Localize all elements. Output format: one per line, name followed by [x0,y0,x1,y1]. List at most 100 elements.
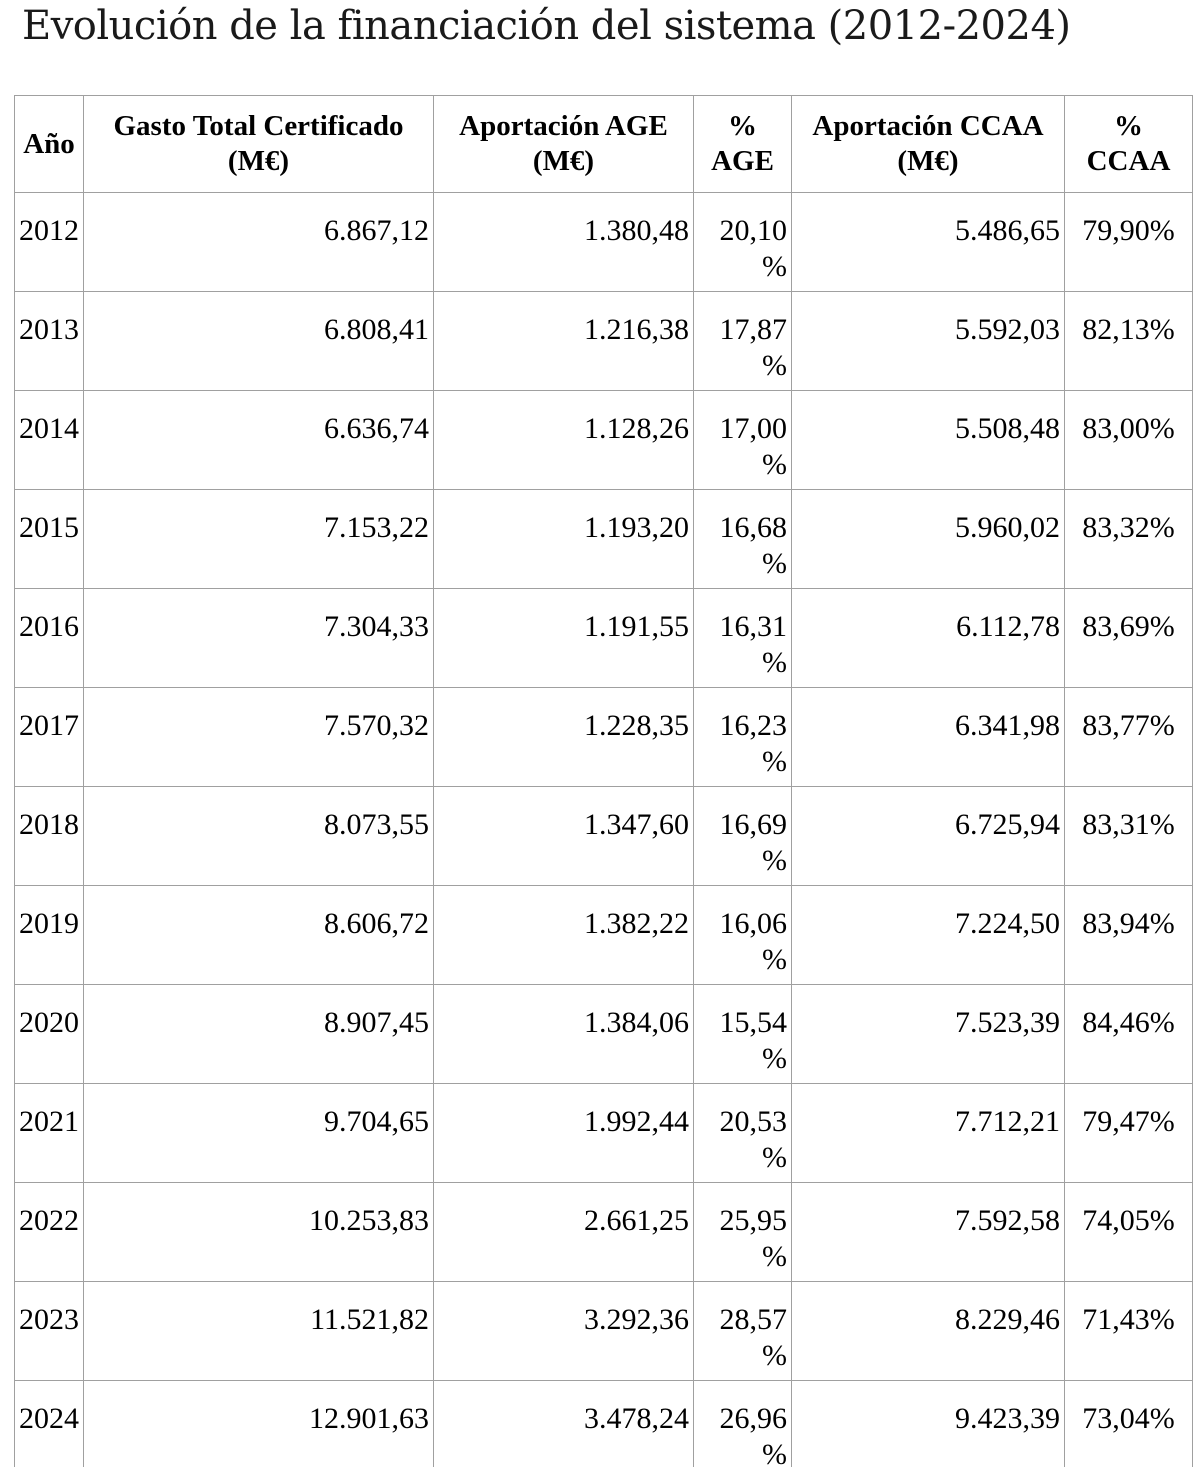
column-header-gasto: Gasto Total Certificado (M€) [83,95,434,193]
cell-year: 2021 [14,1083,84,1183]
cell-gasto: 7.570,32 [83,687,434,787]
cell-ccaa: 7.523,39 [791,984,1065,1084]
cell-ccaa_pct: 84,46% [1064,984,1193,1084]
cell-age: 1.191,55 [433,588,694,688]
cell-ccaa: 6.725,94 [791,786,1065,886]
table-row: 2018 8.073,55 1.347,60 16,69 % 6.725,94 83,31… [14,786,1193,886]
table-row: 2012 6.867,12 1.380,48 20,10 % 5.486,65 79,90… [14,192,1193,292]
table-row: 2022 10.253,83 2.661,25 25,95 % 7.592,58 74,0… [14,1182,1193,1282]
header-row: Año Gasto Total Certificado (M€) Aportació… [14,95,1193,193]
cell-age_pct: 20,10 % [693,192,792,292]
cell-gasto: 8.073,55 [83,786,434,886]
table-row: 2014 6.636,74 1.128,26 17,00 % 5.508,48 83,00… [14,390,1193,490]
cell-gasto: 8.606,72 [83,885,434,985]
cell-year: 2024 [14,1380,84,1467]
cell-ccaa: 5.486,65 [791,192,1065,292]
cell-age_pct: 28,57 % [693,1281,792,1381]
cell-year: 2015 [14,489,84,589]
cell-ccaa: 7.712,21 [791,1083,1065,1183]
cell-age: 1.216,38 [433,291,694,391]
cell-year: 2019 [14,885,84,985]
cell-age_pct: 17,00 % [693,390,792,490]
cell-ccaa: 6.112,78 [791,588,1065,688]
cell-year: 2012 [14,192,84,292]
cell-ccaa: 7.592,58 [791,1182,1065,1282]
cell-age: 1.382,22 [433,885,694,985]
cell-ccaa_pct: 83,94% [1064,885,1193,985]
cell-gasto: 6.867,12 [83,192,434,292]
cell-ccaa: 8.229,46 [791,1281,1065,1381]
cell-age_pct: 20,53 % [693,1083,792,1183]
cell-age_pct: 16,23 % [693,687,792,787]
table-row: 2016 7.304,33 1.191,55 16,31 % 6.112,78 83,69… [14,588,1193,688]
cell-gasto: 7.153,22 [83,489,434,589]
cell-age_pct: 16,69 % [693,786,792,886]
cell-age: 1.380,48 [433,192,694,292]
cell-age_pct: 16,06 % [693,885,792,985]
cell-ccaa_pct: 74,05% [1064,1182,1193,1282]
cell-ccaa_pct: 83,00% [1064,390,1193,490]
cell-age: 1.384,06 [433,984,694,1084]
cell-year: 2013 [14,291,84,391]
cell-year: 2016 [14,588,84,688]
cell-age: 3.292,36 [433,1281,694,1381]
cell-age_pct: 15,54 % [693,984,792,1084]
cell-year: 2022 [14,1182,84,1282]
cell-gasto: 6.808,41 [83,291,434,391]
cell-ccaa_pct: 79,47% [1064,1083,1193,1183]
table-row: 2021 9.704,65 1.992,44 20,53 % 7.712,21 79,47… [14,1083,1193,1183]
cell-ccaa_pct: 82,13% [1064,291,1193,391]
cell-year: 2018 [14,786,84,886]
cell-ccaa: 5.508,48 [791,390,1065,490]
cell-ccaa: 6.341,98 [791,687,1065,787]
column-header-age_pct: % AGE [693,95,792,193]
cell-gasto: 7.304,33 [83,588,434,688]
cell-year: 2023 [14,1281,84,1381]
cell-age: 1.193,20 [433,489,694,589]
cell-ccaa_pct: 83,69% [1064,588,1193,688]
cell-age_pct: 25,95 % [693,1182,792,1282]
cell-age_pct: 26,96 % [693,1380,792,1467]
table-row: 2015 7.153,22 1.193,20 16,68 % 5.960,02 83,32… [14,489,1193,589]
table-body: 2012 6.867,12 1.380,48 20,10 % 5.486,65 79,90… [14,192,1193,1467]
cell-age_pct: 17,87 % [693,291,792,391]
cell-age: 1.228,35 [433,687,694,787]
column-header-age: Aportación AGE (M€) [433,95,694,193]
cell-ccaa_pct: 83,31% [1064,786,1193,886]
cell-ccaa: 5.592,03 [791,291,1065,391]
table-row: 2017 7.570,32 1.228,35 16,23 % 6.341,98 83,77… [14,687,1193,787]
cell-age: 1.128,26 [433,390,694,490]
cell-ccaa_pct: 83,32% [1064,489,1193,589]
column-header-ccaa_pct: % CCAA [1064,95,1193,193]
table-row: 2013 6.808,41 1.216,38 17,87 % 5.592,03 82,13… [14,291,1193,391]
column-header-year: Año [14,95,84,193]
table-row: 2023 11.521,82 3.292,36 28,57 % 8.229,46 71,4… [14,1281,1193,1381]
cell-gasto: 12.901,63 [83,1380,434,1467]
cell-year: 2020 [14,984,84,1084]
table-row: 2024 12.901,63 3.478,24 26,96 % 9.423,39 73,0… [14,1380,1193,1467]
cell-year: 2014 [14,390,84,490]
financing-table: Año Gasto Total Certificado (M€) Aportació… [14,95,1193,1467]
cell-age_pct: 16,31 % [693,588,792,688]
cell-ccaa_pct: 83,77% [1064,687,1193,787]
cell-gasto: 10.253,83 [83,1182,434,1282]
cell-ccaa: 9.423,39 [791,1380,1065,1467]
column-header-ccaa: Aportación CCAA (M€) [791,95,1065,193]
cell-gasto: 11.521,82 [83,1281,434,1381]
cell-gasto: 8.907,45 [83,984,434,1084]
table-row: 2019 8.606,72 1.382,22 16,06 % 7.224,50 83,94… [14,885,1193,985]
cell-age: 2.661,25 [433,1182,694,1282]
cell-gasto: 6.636,74 [83,390,434,490]
cell-ccaa: 7.224,50 [791,885,1065,985]
cell-ccaa_pct: 71,43% [1064,1281,1193,1381]
cell-age_pct: 16,68 % [693,489,792,589]
cell-year: 2017 [14,687,84,787]
cell-age: 1.347,60 [433,786,694,886]
cell-gasto: 9.704,65 [83,1083,434,1183]
table-row: 2020 8.907,45 1.384,06 15,54 % 7.523,39 84,46… [14,984,1193,1084]
cell-age: 1.992,44 [433,1083,694,1183]
cell-ccaa_pct: 73,04% [1064,1380,1193,1467]
cell-age: 3.478,24 [433,1380,694,1467]
page-title: Evolución de la financiación del sistema… [22,3,1071,49]
